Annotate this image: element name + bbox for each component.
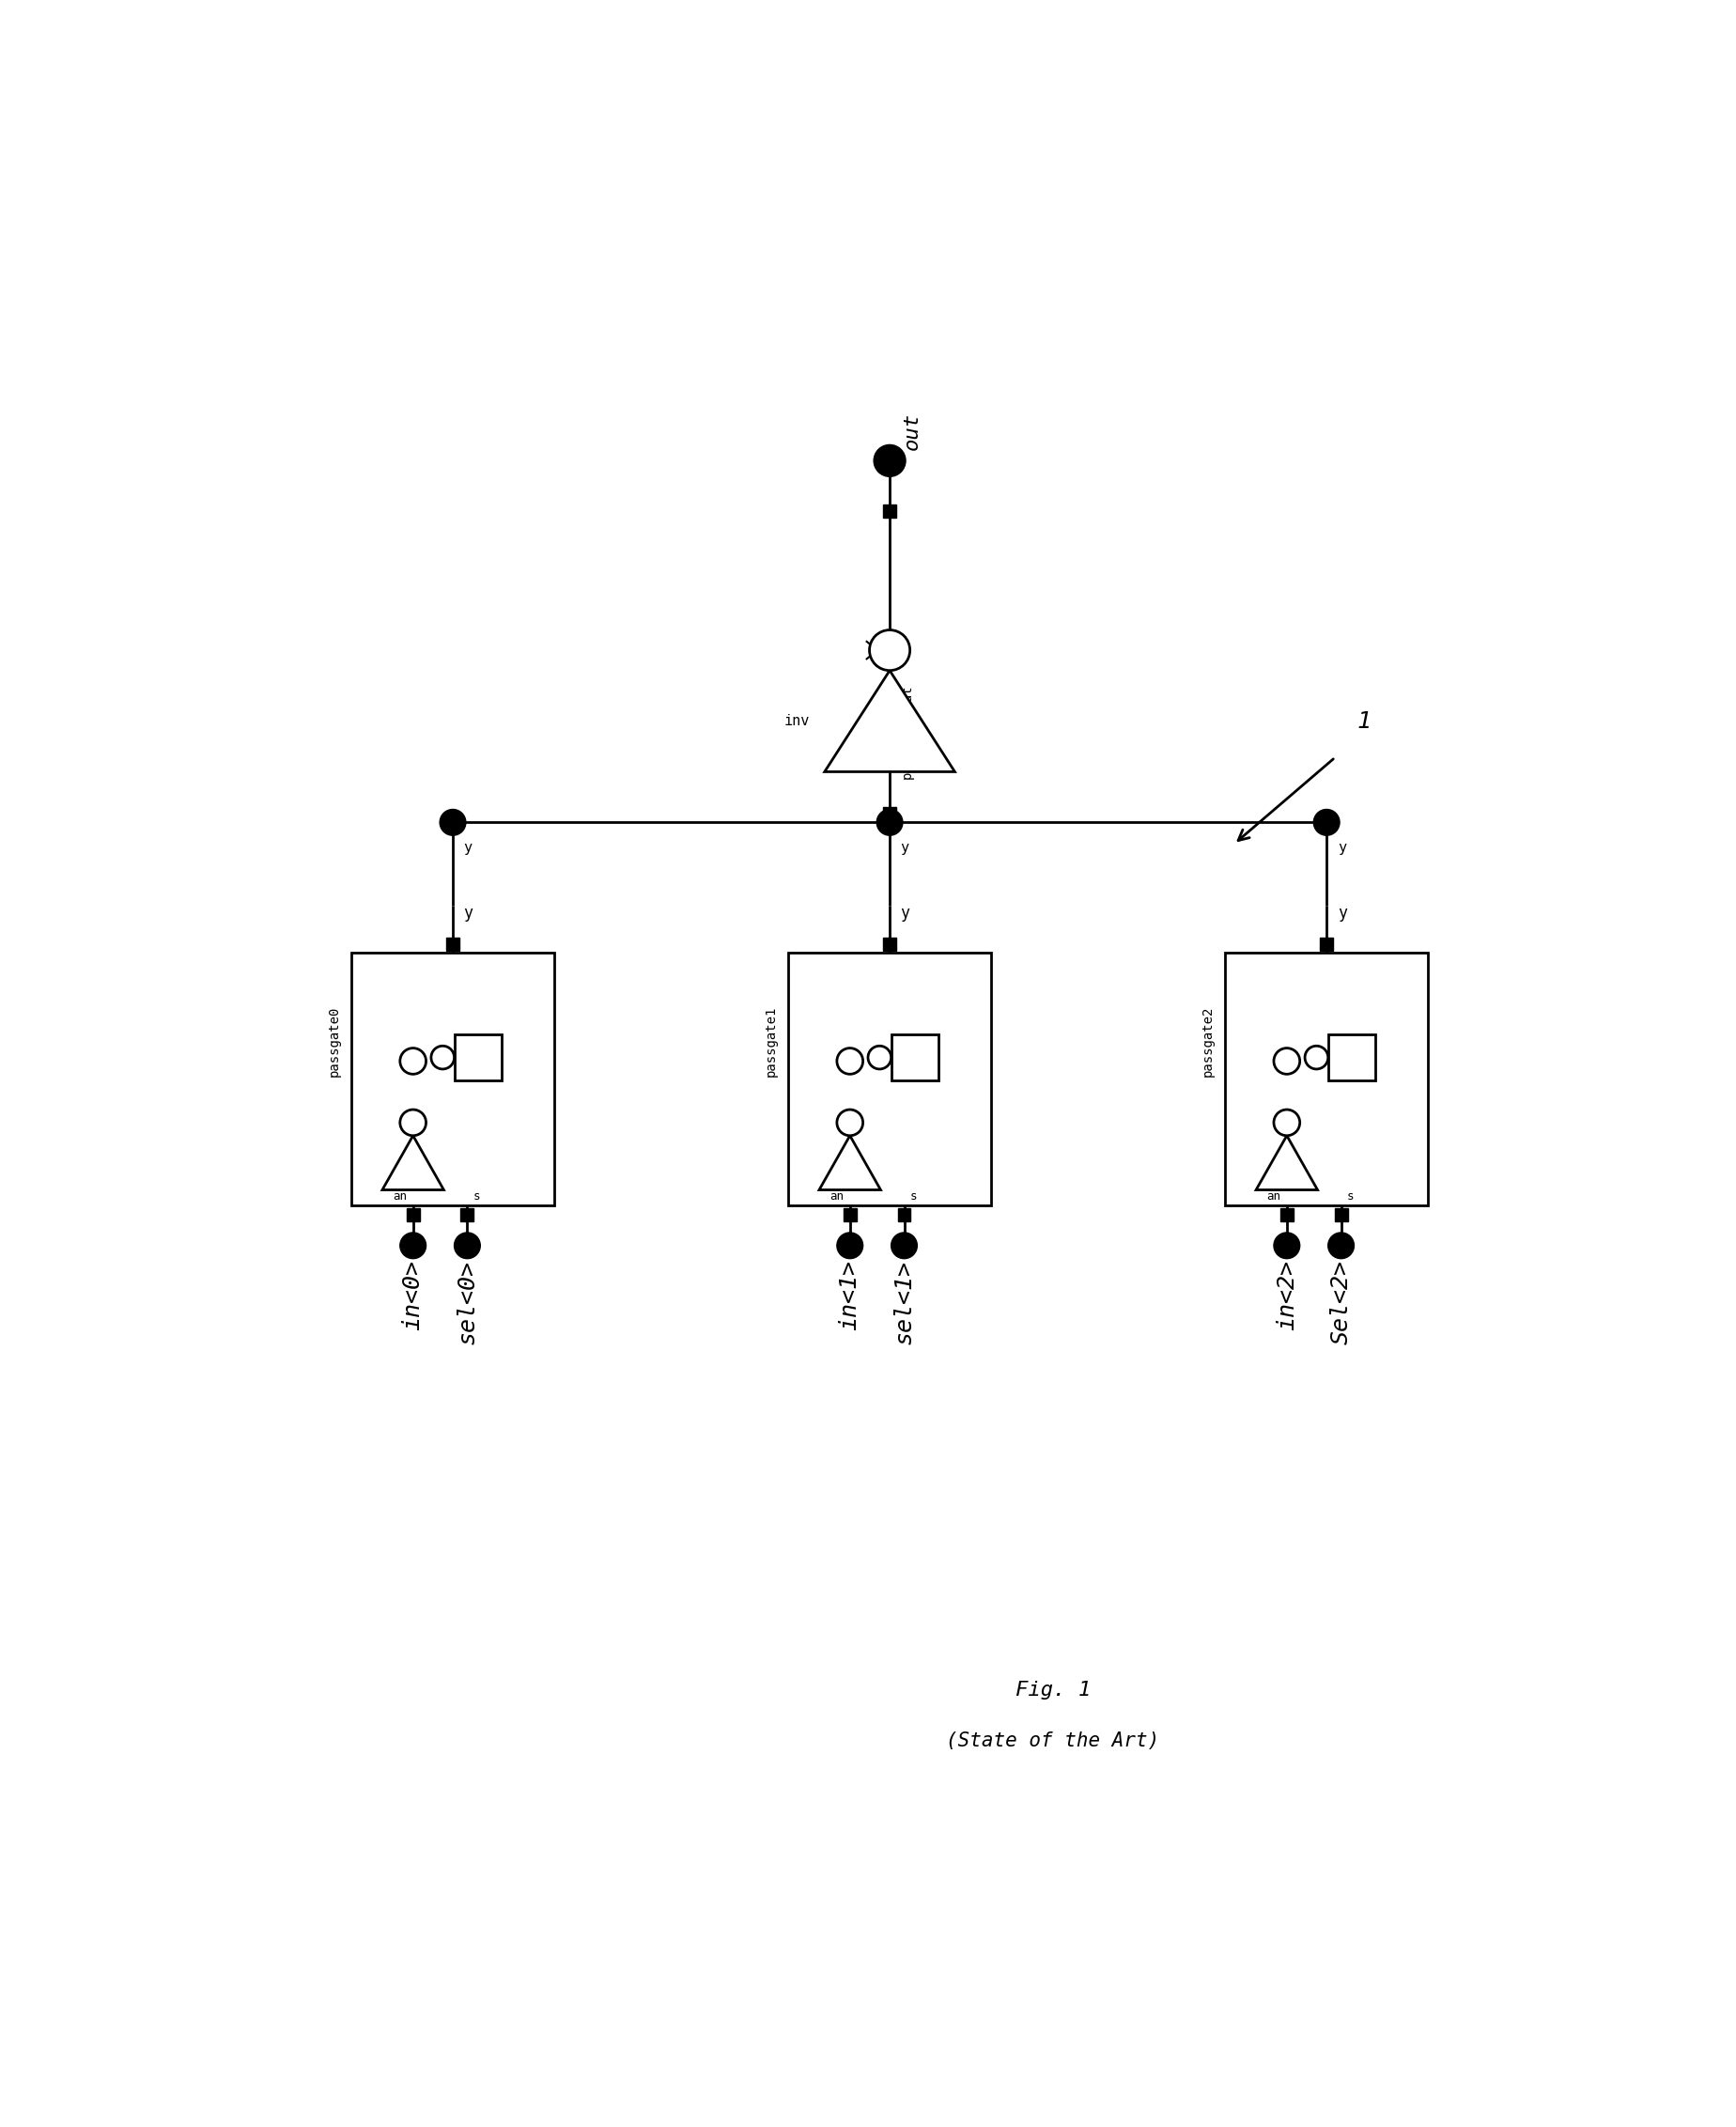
Text: sel<1>: sel<1>: [892, 1259, 915, 1344]
Polygon shape: [819, 1136, 880, 1189]
Circle shape: [877, 810, 903, 836]
Circle shape: [837, 1232, 863, 1259]
Bar: [884, 504, 896, 517]
Circle shape: [1314, 810, 1340, 836]
Bar: [891, 1034, 937, 1081]
Bar: [898, 1208, 911, 1221]
Text: Sel<2>: Sel<2>: [1330, 1259, 1352, 1344]
Text: in<1>: in<1>: [838, 1259, 861, 1332]
Circle shape: [1328, 1232, 1354, 1259]
Text: in<2>: in<2>: [1276, 1259, 1299, 1332]
Circle shape: [1274, 1232, 1300, 1259]
Bar: [446, 938, 460, 951]
Circle shape: [891, 1232, 917, 1259]
Text: in<0>: in<0>: [401, 1259, 424, 1332]
Text: y: y: [901, 840, 910, 855]
Text: s: s: [910, 1191, 917, 1204]
Circle shape: [431, 1046, 455, 1070]
Text: an: an: [1267, 1191, 1281, 1204]
Text: s: s: [1347, 1191, 1354, 1204]
Bar: [884, 938, 896, 951]
Circle shape: [439, 810, 465, 836]
Text: y: y: [464, 840, 472, 855]
Circle shape: [873, 445, 906, 476]
Polygon shape: [825, 670, 955, 772]
Text: y: y: [1337, 840, 1345, 855]
Text: an: an: [830, 1191, 844, 1204]
Bar: [1226, 953, 1429, 1206]
Text: 1: 1: [1358, 710, 1371, 732]
Text: y: y: [464, 904, 472, 921]
Circle shape: [399, 1049, 425, 1074]
Circle shape: [837, 1049, 863, 1074]
Circle shape: [870, 630, 910, 670]
Text: an: an: [392, 1191, 408, 1204]
Text: sel<0>: sel<0>: [457, 1259, 479, 1344]
Bar: [351, 953, 554, 1206]
Text: passgate2: passgate2: [1201, 1006, 1215, 1076]
Polygon shape: [1257, 1136, 1318, 1189]
Bar: [884, 808, 896, 821]
Circle shape: [868, 1046, 891, 1070]
Bar: [455, 1034, 502, 1081]
Circle shape: [1274, 1049, 1300, 1074]
Text: inv: inv: [785, 715, 811, 727]
Circle shape: [399, 1110, 425, 1136]
Text: passgate0: passgate0: [328, 1006, 340, 1076]
Text: s: s: [472, 1191, 481, 1204]
Text: y: y: [901, 904, 910, 921]
Bar: [1335, 1208, 1347, 1221]
Circle shape: [1274, 1110, 1300, 1136]
Bar: [788, 953, 991, 1206]
Text: passgate1: passgate1: [764, 1006, 778, 1076]
Text: y: y: [1337, 904, 1347, 921]
Bar: [844, 1208, 856, 1221]
Circle shape: [1305, 1046, 1328, 1070]
Bar: [1328, 1034, 1375, 1081]
Bar: [406, 1208, 420, 1221]
Circle shape: [837, 1110, 863, 1136]
Bar: [1319, 938, 1333, 951]
Text: out: out: [903, 413, 922, 449]
Text: passgate_out: passgate_out: [901, 685, 913, 778]
Circle shape: [399, 1232, 425, 1259]
Polygon shape: [382, 1136, 444, 1189]
Circle shape: [455, 1232, 481, 1259]
Bar: [1281, 1208, 1293, 1221]
Bar: [460, 1208, 474, 1221]
Text: (State of the Art): (State of the Art): [946, 1731, 1160, 1751]
Text: Fig. 1: Fig. 1: [1016, 1680, 1090, 1699]
